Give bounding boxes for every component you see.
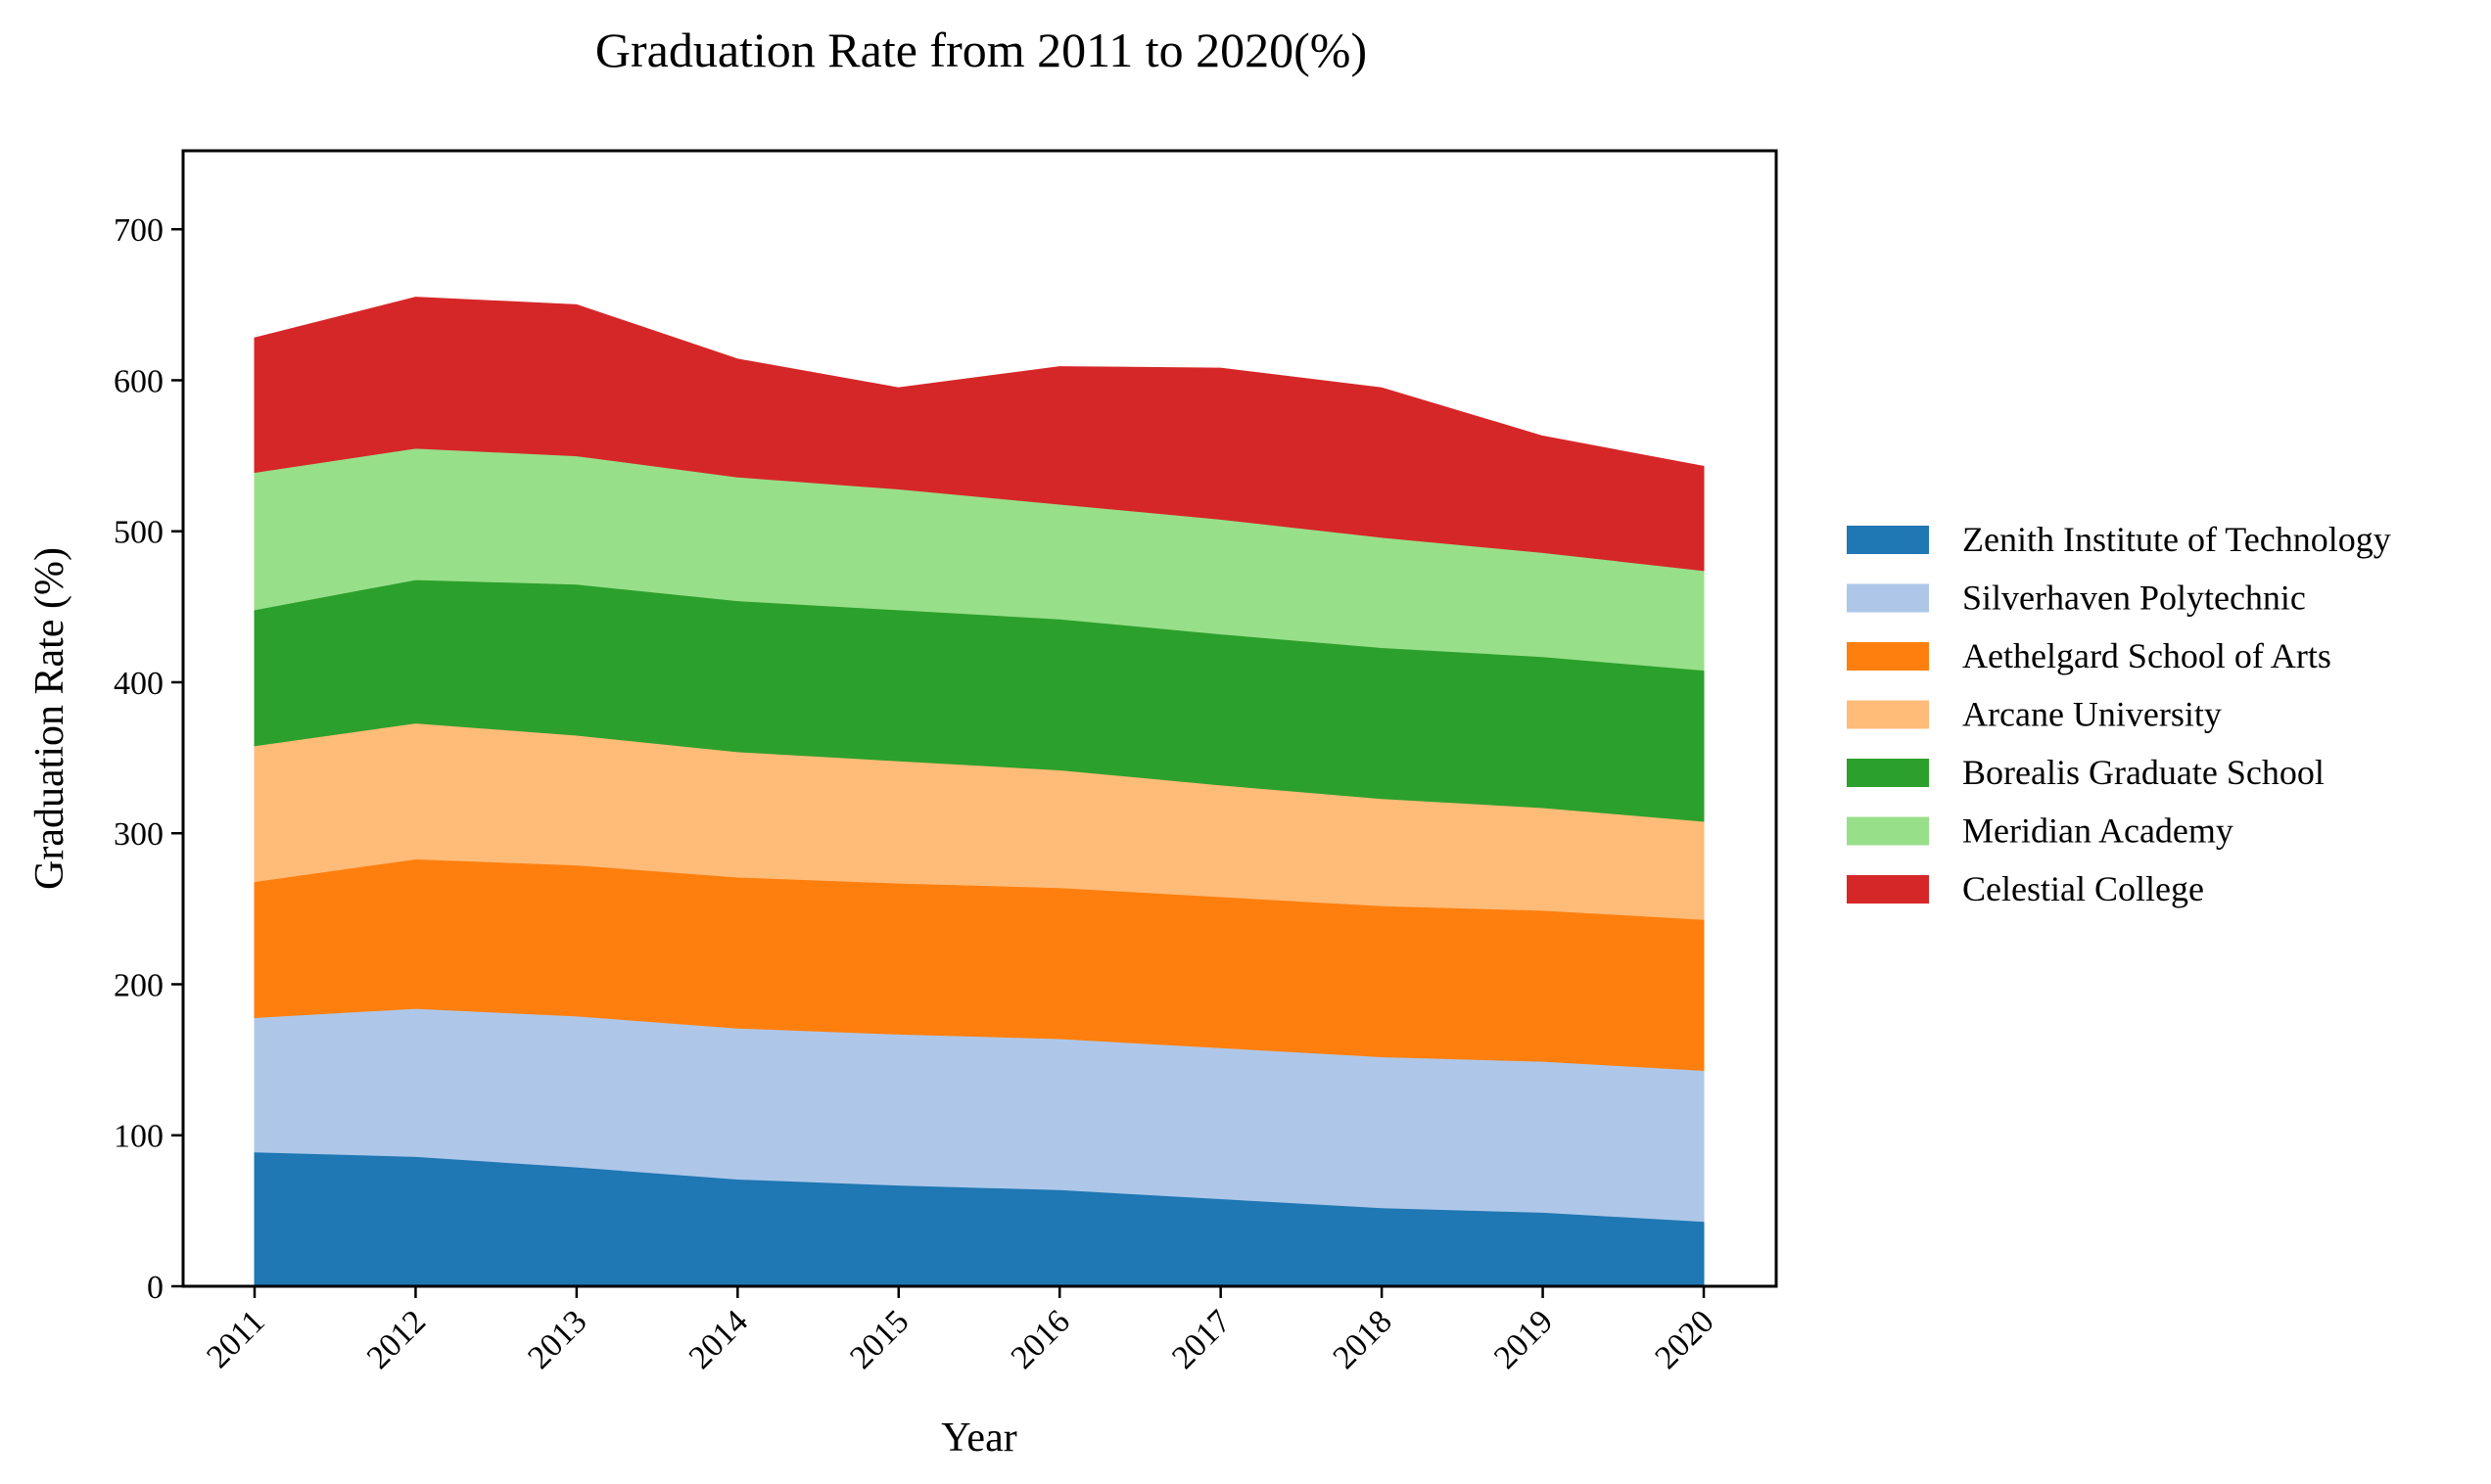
- x-tick-label: 2016: [1005, 1303, 1077, 1375]
- y-tick-label: 300: [114, 816, 164, 853]
- legend-label-0: Zenith Institute of Technology: [1962, 520, 2391, 559]
- legend-swatch-0: [1847, 526, 1929, 554]
- x-tick-label: 2012: [360, 1303, 433, 1375]
- x-tick-label: 2017: [1165, 1303, 1238, 1375]
- y-tick-label: 100: [114, 1119, 164, 1155]
- stacked-areas: [254, 297, 1705, 1287]
- legend-swatch-4: [1847, 759, 1929, 787]
- x-axis-label: Year: [941, 1415, 1016, 1461]
- plot-frame: [181, 149, 1778, 1288]
- y-tick-label: 400: [114, 666, 164, 702]
- legend-swatch-3: [1847, 700, 1929, 729]
- x-tick-label: 2014: [682, 1303, 755, 1375]
- legend-label-4: Borealis Graduate School: [1962, 753, 2325, 792]
- x-tick-label: 2020: [1648, 1303, 1720, 1375]
- legend-swatch-5: [1847, 816, 1929, 846]
- y-axis-label: Graduation Rate (%): [27, 547, 72, 890]
- x-tick-label: 2013: [521, 1303, 593, 1375]
- legend-swatch-1: [1847, 583, 1929, 613]
- y-tick-label: 0: [147, 1270, 164, 1306]
- y-tick-label: 500: [114, 515, 164, 551]
- y-tick-label: 600: [114, 363, 164, 399]
- y-tick-label: 200: [114, 967, 164, 1003]
- legend-swatch-6: [1847, 875, 1929, 904]
- legend-label-3: Arcane University: [1962, 695, 2222, 734]
- x-tick-label: 2011: [200, 1303, 271, 1374]
- legend-label-1: Silverhaven Polytechnic: [1962, 579, 2306, 618]
- x-tick-label: 2019: [1487, 1303, 1560, 1375]
- x-axis: 2011 2012 2013 2014 2015 2016 2017 2018 2019 2020: [200, 1286, 1721, 1376]
- legend: Zenith Institute of Technology Silverhave…: [1847, 520, 2391, 908]
- legend-label-2: Aethelgard School of Arts: [1962, 636, 2331, 675]
- x-tick-label: 2015: [843, 1303, 916, 1375]
- chart-title: Graduation Rate from 2011 to 2020(%): [595, 23, 1367, 77]
- y-axis: 0 100 200 300 400 500 600 700: [114, 212, 183, 1306]
- y-tick-label: 700: [114, 212, 164, 249]
- area-series-6: [254, 297, 1705, 572]
- legend-label-5: Meridian Academy: [1962, 812, 2233, 851]
- x-tick-label: 2018: [1327, 1303, 1399, 1375]
- legend-swatch-2: [1847, 642, 1929, 671]
- legend-label-6: Celestial College: [1962, 869, 2204, 908]
